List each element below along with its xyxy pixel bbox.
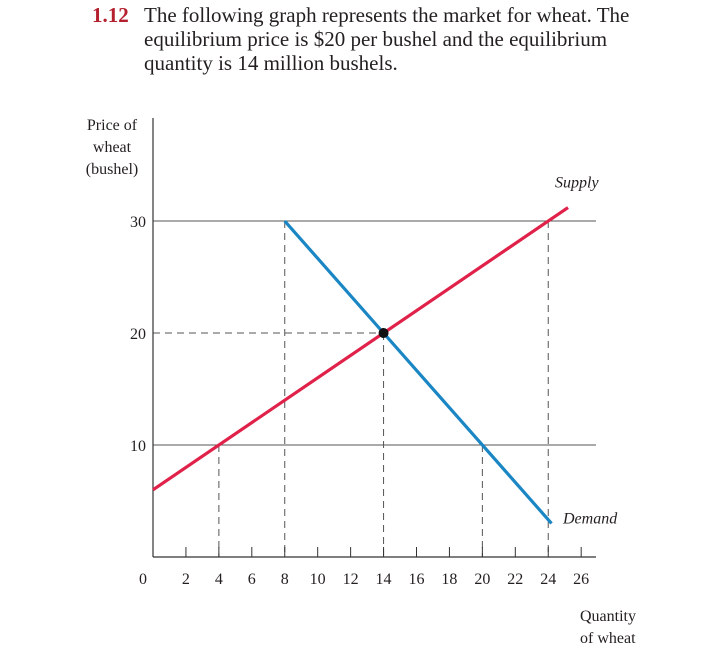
x-tick-label: 20 <box>474 571 490 588</box>
equilibrium-point <box>378 328 389 339</box>
x-tick-label: 8 <box>281 571 289 588</box>
x-axis-label: of wheat <box>580 630 636 647</box>
x-tick-label: 4 <box>215 571 223 588</box>
y-axis-label: Price of <box>87 117 138 134</box>
x-tick-label: 24 <box>540 571 556 588</box>
y-axis-label: wheat <box>93 139 132 156</box>
series-label: Supply <box>555 175 599 192</box>
x-tick-label: 2 <box>182 571 190 588</box>
x-tick-label: 14 <box>376 571 392 588</box>
title-line: equilibrium price is $20 per bushel and … <box>144 27 607 51</box>
y-tick-label: 10 <box>130 438 146 455</box>
y-axis-label: (bushel) <box>86 161 138 178</box>
x-tick-label: 18 <box>441 571 457 588</box>
series-line <box>283 219 553 525</box>
x-tick-label: 26 <box>573 571 589 588</box>
series-label: Demand <box>562 510 618 527</box>
x-tick-label: 22 <box>507 571 523 588</box>
x-tick-label: 0 <box>139 571 147 588</box>
title-line: The following graph represents the marke… <box>144 3 629 27</box>
series-line <box>152 206 569 492</box>
x-tick-label: 6 <box>248 571 256 588</box>
x-axis-label: Quantity <box>580 608 636 625</box>
x-tick-label: 10 <box>310 571 326 588</box>
y-tick-label: 30 <box>130 214 146 231</box>
x-tick-label: 16 <box>408 571 424 588</box>
x-tick-label: 12 <box>343 571 359 588</box>
problem-number: 1.12 <box>92 3 129 27</box>
y-tick-label: 20 <box>130 326 146 343</box>
title-line: quantity is 14 million bushels. <box>144 51 398 75</box>
